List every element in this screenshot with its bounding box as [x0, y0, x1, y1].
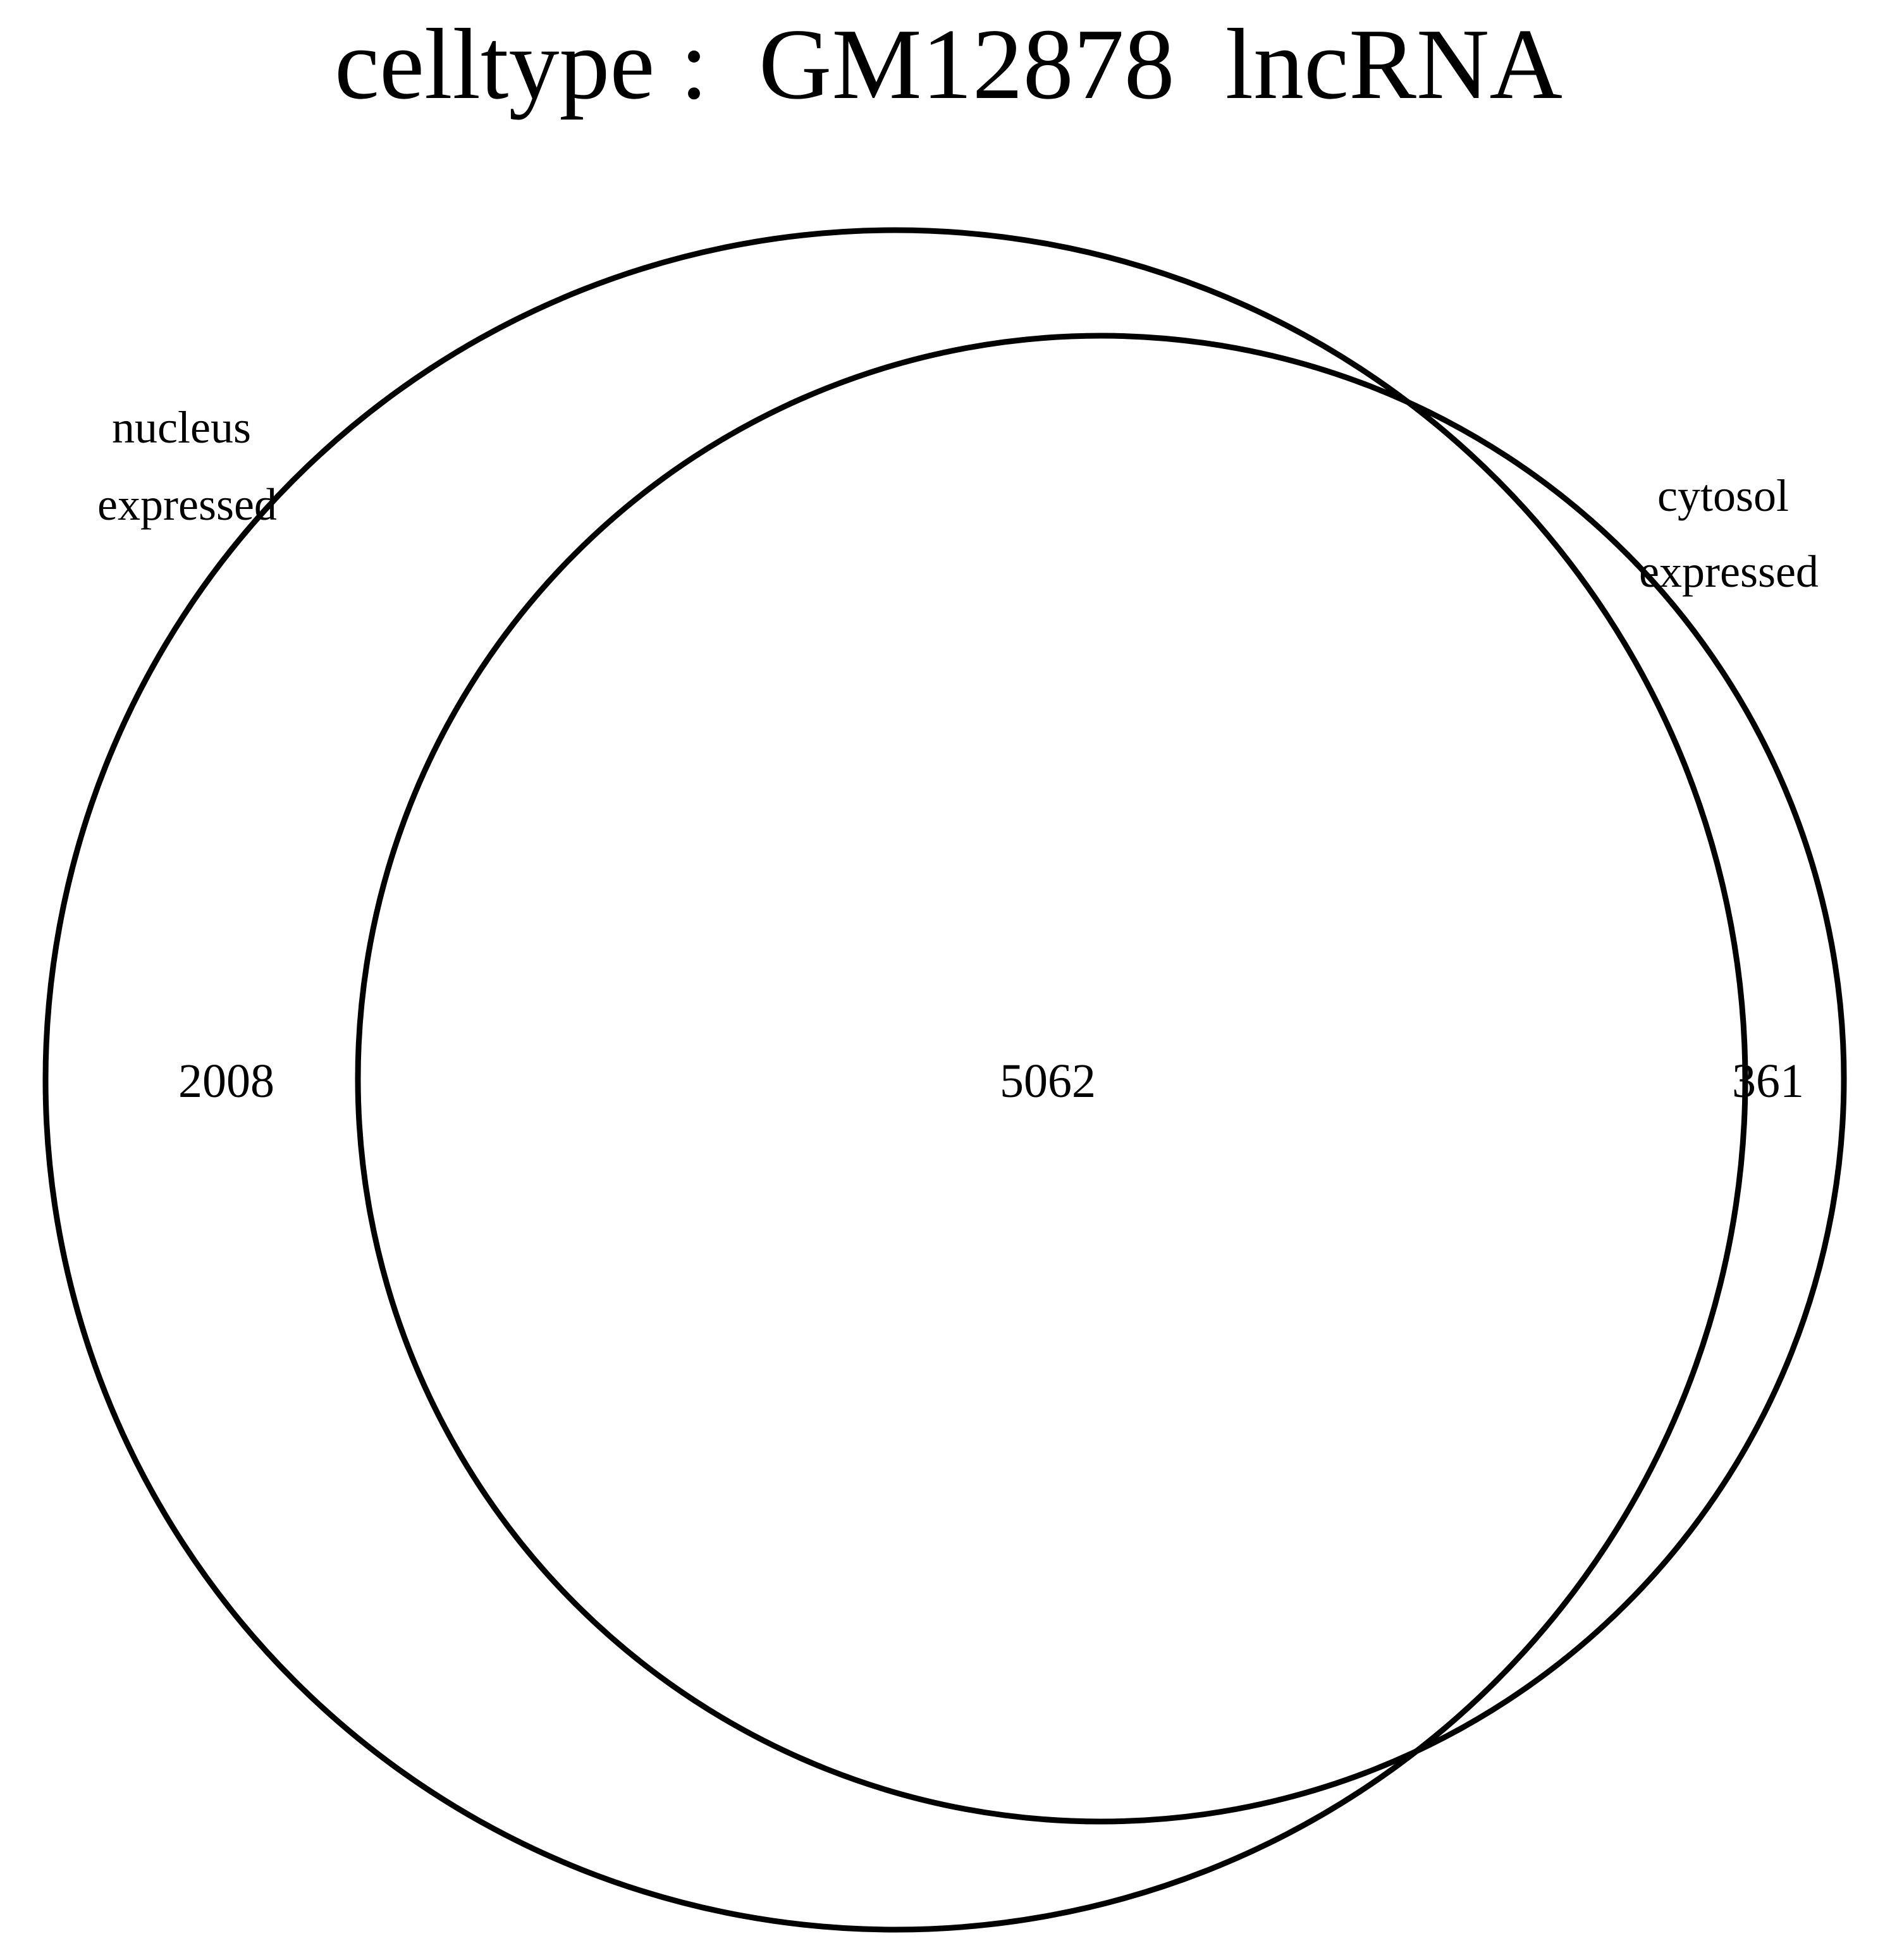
cytosol-label-line-2: expressed	[1639, 546, 1819, 597]
cytosol-label-line-1: cytosol	[1657, 470, 1789, 521]
nucleus-only-count: 2008	[178, 1055, 274, 1108]
nucleus-circle	[42, 227, 1748, 1933]
overlap-count: 5062	[1000, 1055, 1096, 1108]
nucleus-set-label: nucleus expressed	[97, 402, 277, 530]
diagram-title: celltype : GM12878 lncRNA	[335, 8, 1562, 120]
cytosol-only-count: 361	[1732, 1055, 1804, 1108]
cytosol-set-label: cytosol expressed	[1639, 470, 1819, 597]
nucleus-label-line-1: nucleus	[112, 402, 251, 453]
cytosol-circle	[355, 333, 1847, 1825]
nucleus-label-line-2: expressed	[97, 479, 277, 530]
